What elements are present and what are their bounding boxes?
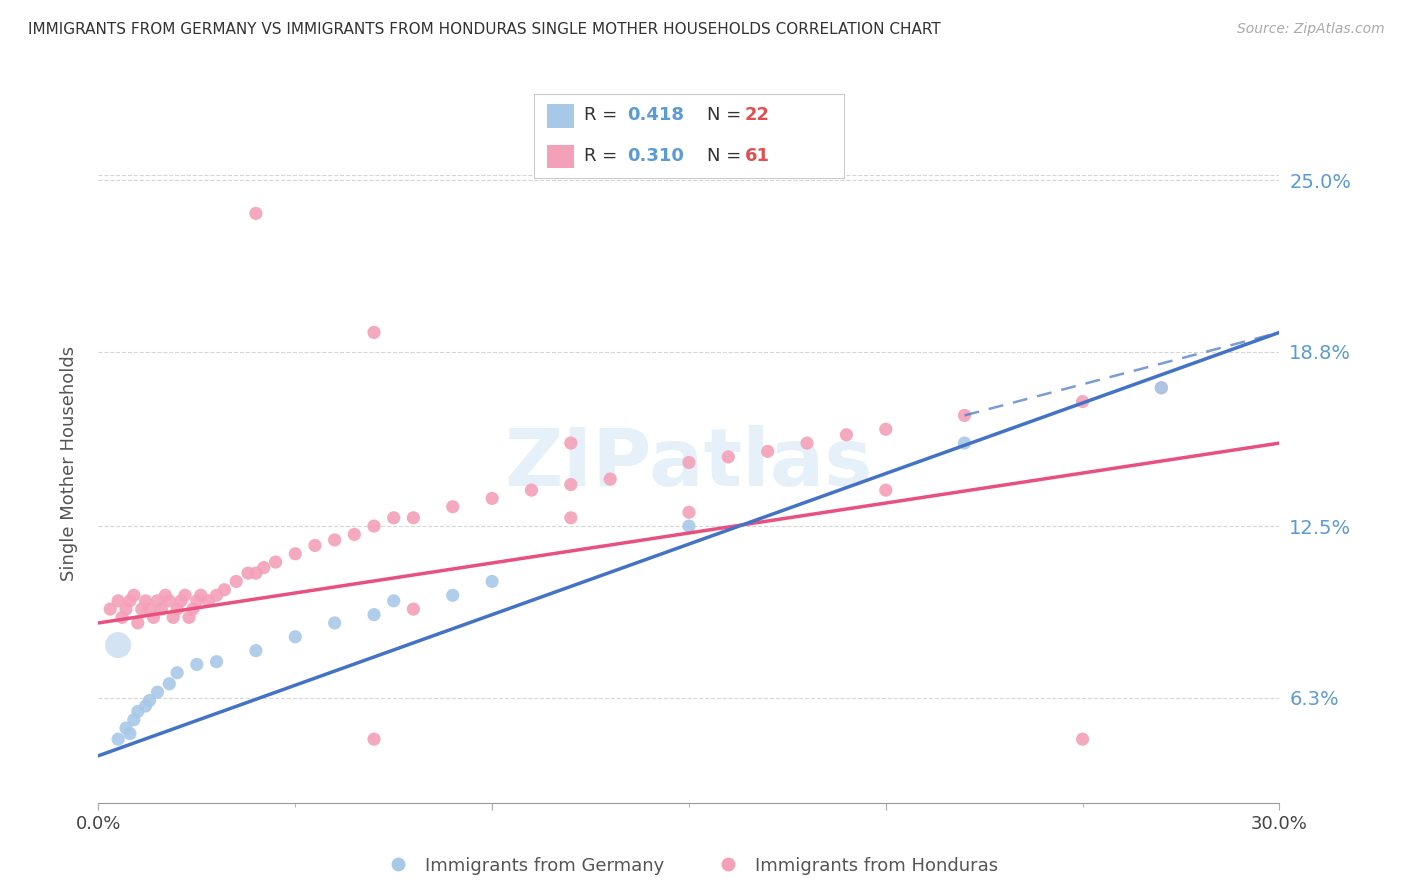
Point	[560, 477, 582, 491]
Point	[953, 436, 976, 450]
Text: 22: 22	[745, 106, 769, 124]
Point	[363, 519, 385, 533]
Text: 0.418: 0.418	[627, 106, 685, 124]
Point	[107, 594, 129, 608]
Point	[402, 510, 425, 524]
Point	[835, 427, 858, 442]
Point	[162, 610, 184, 624]
Point	[157, 677, 180, 691]
Point	[441, 588, 464, 602]
Text: 61: 61	[745, 146, 769, 164]
Point	[363, 607, 385, 622]
Point	[1150, 381, 1173, 395]
Point	[135, 698, 157, 713]
Text: Source: ZipAtlas.com: Source: ZipAtlas.com	[1237, 22, 1385, 37]
Point	[953, 409, 976, 423]
Point	[363, 732, 385, 747]
Point	[1071, 732, 1094, 747]
Point	[205, 588, 228, 602]
Point	[181, 602, 204, 616]
Point	[115, 721, 138, 735]
Point	[481, 491, 503, 506]
Point	[875, 422, 897, 436]
Point	[111, 610, 134, 624]
Legend: Immigrants from Germany, Immigrants from Honduras: Immigrants from Germany, Immigrants from…	[373, 849, 1005, 882]
Point	[560, 510, 582, 524]
Point	[135, 594, 157, 608]
Point	[678, 519, 700, 533]
Point	[245, 643, 267, 657]
Point	[284, 630, 307, 644]
Point	[1150, 381, 1173, 395]
Point	[284, 547, 307, 561]
Point	[382, 594, 405, 608]
Point	[122, 713, 145, 727]
Point	[107, 638, 129, 652]
Point	[186, 657, 208, 672]
Point	[1071, 394, 1094, 409]
Point	[205, 655, 228, 669]
Point	[118, 726, 141, 740]
Point	[157, 594, 180, 608]
Text: IMMIGRANTS FROM GERMANY VS IMMIGRANTS FROM HONDURAS SINGLE MOTHER HOUSEHOLDS COR: IMMIGRANTS FROM GERMANY VS IMMIGRANTS FR…	[28, 22, 941, 37]
Point	[756, 444, 779, 458]
Point	[150, 602, 173, 616]
Point	[142, 610, 165, 624]
Point	[166, 665, 188, 680]
Point	[717, 450, 740, 464]
Point	[678, 455, 700, 469]
Bar	[547, 145, 575, 169]
Point	[441, 500, 464, 514]
Point	[190, 588, 212, 602]
Point	[122, 588, 145, 602]
Point	[98, 602, 121, 616]
Point	[599, 472, 621, 486]
Point	[214, 582, 236, 597]
Point	[186, 594, 208, 608]
Y-axis label: Single Mother Households: Single Mother Households	[59, 346, 77, 582]
Point	[264, 555, 287, 569]
Text: ZIPatlas: ZIPatlas	[505, 425, 873, 503]
Point	[170, 594, 193, 608]
Point	[343, 527, 366, 541]
Point	[155, 588, 177, 602]
Text: N =: N =	[707, 106, 748, 124]
Point	[560, 436, 582, 450]
Point	[118, 594, 141, 608]
Point	[225, 574, 247, 589]
Point	[138, 602, 160, 616]
Point	[382, 510, 405, 524]
Point	[323, 533, 346, 547]
Point	[127, 615, 149, 630]
Point	[363, 326, 385, 340]
Point	[481, 574, 503, 589]
Point	[138, 693, 160, 707]
Point	[245, 206, 267, 220]
Point	[146, 685, 169, 699]
Text: N =: N =	[707, 146, 748, 164]
Bar	[547, 103, 575, 128]
Text: 0.310: 0.310	[627, 146, 683, 164]
Point	[131, 602, 153, 616]
Point	[174, 588, 197, 602]
Point	[107, 732, 129, 747]
Point	[402, 602, 425, 616]
Point	[236, 566, 259, 581]
Point	[520, 483, 543, 497]
Point	[875, 483, 897, 497]
Point	[115, 602, 138, 616]
Text: R =: R =	[583, 146, 623, 164]
Point	[146, 594, 169, 608]
Point	[127, 705, 149, 719]
Text: R =: R =	[583, 106, 623, 124]
Point	[166, 602, 188, 616]
Point	[253, 560, 276, 574]
Point	[304, 539, 326, 553]
Point	[323, 615, 346, 630]
Point	[197, 594, 219, 608]
Point	[796, 436, 818, 450]
Point	[245, 566, 267, 581]
Point	[177, 610, 200, 624]
Point	[678, 505, 700, 519]
